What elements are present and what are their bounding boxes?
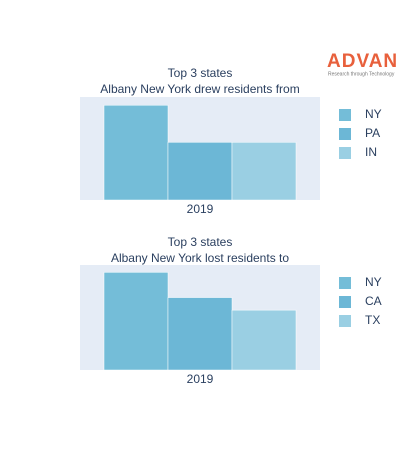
- bar: [231, 309, 297, 371]
- x-tick-label: 2019: [187, 372, 214, 386]
- legend-label: TX: [365, 313, 380, 327]
- logo-tagline: Research through Technology: [328, 71, 395, 77]
- bar: [231, 142, 297, 201]
- legend-label: IN: [365, 145, 377, 159]
- legend-swatch: [339, 128, 351, 140]
- chart-title: Top 3 states: [168, 66, 233, 80]
- legend-swatch: [339, 109, 351, 121]
- chart-subtitle: Albany New York drew residents from: [100, 82, 299, 96]
- bar: [103, 272, 169, 371]
- legend-label: PA: [365, 126, 380, 140]
- x-tick-label: 2019: [187, 202, 214, 216]
- chart-title: Top 3 states: [168, 235, 233, 249]
- legend-swatch: [339, 296, 351, 308]
- bar: [167, 297, 233, 371]
- chart-subtitle: Albany New York lost residents to: [111, 251, 289, 265]
- legend-label: NY: [365, 107, 382, 121]
- legend-label: NY: [365, 275, 382, 289]
- legend-label: CA: [365, 294, 382, 308]
- legend-swatch: [339, 277, 351, 289]
- legend-swatch: [339, 147, 351, 159]
- logo: ADVAN: [327, 51, 398, 72]
- bar: [167, 142, 233, 201]
- legend-swatch: [339, 315, 351, 327]
- bar: [103, 104, 169, 201]
